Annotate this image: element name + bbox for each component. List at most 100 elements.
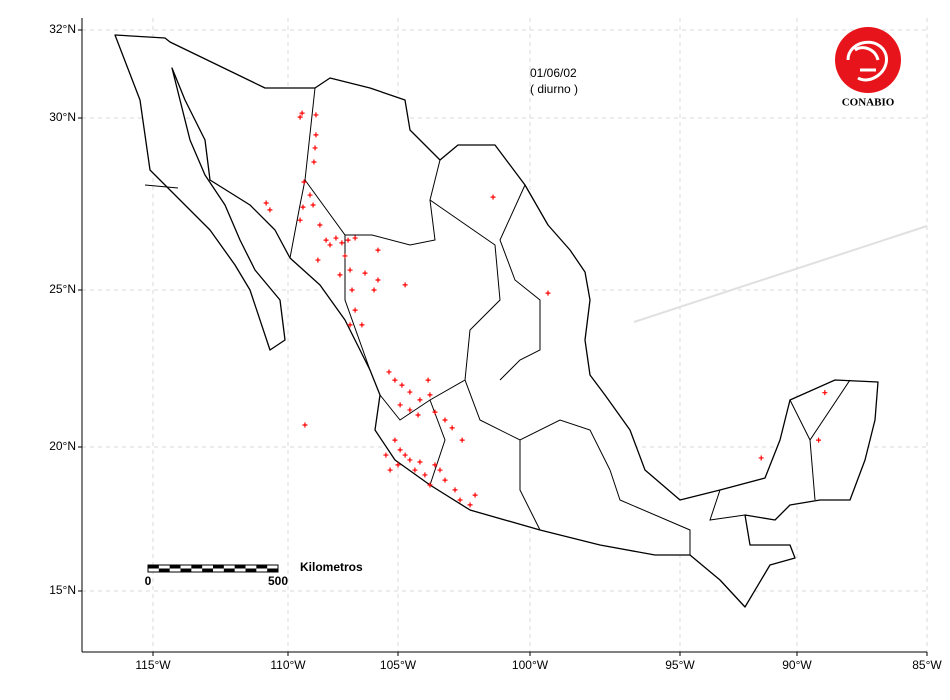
hotspot (412, 467, 418, 473)
scale-bar-cell (267, 568, 278, 572)
hotspot (301, 179, 307, 185)
logo-emblem (835, 27, 901, 93)
hotspot (399, 382, 405, 388)
mexico-outline (114, 34, 879, 608)
hotspot (395, 462, 401, 468)
y-tick-label: 32°N (49, 22, 76, 36)
x-tick-label: 115°W (135, 658, 171, 672)
hotspot (375, 277, 381, 283)
period-label: ( diurno ) (530, 82, 578, 96)
x-tick-label: 110°W (270, 658, 306, 672)
hotspot (310, 202, 316, 208)
scale-bar-cell (158, 568, 170, 572)
hotspot (311, 159, 317, 165)
hotspot (427, 392, 433, 398)
hotspot (299, 110, 305, 116)
hotspot (352, 235, 358, 241)
hotspot (297, 217, 303, 223)
state-border (289, 87, 316, 259)
date-label: 01/06/02 (530, 66, 577, 80)
hotspot (383, 452, 389, 458)
hotspot (417, 459, 423, 465)
hotspot (362, 270, 368, 276)
state-border (379, 199, 501, 421)
hotspot (263, 200, 269, 206)
hotspot (347, 322, 353, 328)
logo-figure (846, 40, 888, 82)
y-tick-label: 20°N (49, 439, 76, 453)
hotspot (313, 132, 319, 138)
state-border (144, 184, 179, 189)
hotspot (490, 194, 496, 200)
hotspot (317, 222, 323, 228)
state-border (709, 489, 746, 521)
hotspot (467, 502, 473, 508)
hotspot (307, 192, 313, 198)
hotspot (327, 242, 333, 248)
hotspot (437, 467, 443, 473)
hotspot (545, 290, 551, 296)
hotspot (345, 237, 351, 243)
scale-bar-cell (213, 565, 224, 569)
hotspot (349, 287, 355, 293)
scale-bar-unit: Kilometros (300, 560, 363, 574)
hotspot (402, 452, 408, 458)
x-tick-label: 90°W (782, 658, 812, 672)
state-borders (144, 87, 851, 555)
state-border (464, 379, 611, 471)
hotspot (449, 425, 455, 431)
scale-bar-cell (234, 565, 246, 569)
logo-text: CONABIO (842, 97, 895, 109)
hotspot (407, 407, 413, 413)
hotspot (457, 497, 463, 503)
hotspot (415, 412, 421, 418)
hotspot (452, 487, 458, 493)
logo: CONABIO (835, 27, 901, 109)
scale-bar-tick-label: 500 (268, 574, 288, 588)
hotspot (313, 112, 319, 118)
hotspot (472, 492, 478, 498)
y-tick-label: 25°N (49, 282, 76, 296)
scale-bar-cell (256, 565, 268, 569)
hotspot (397, 402, 403, 408)
hotspot (425, 377, 431, 383)
state-border (809, 439, 816, 501)
hotspot (407, 389, 413, 395)
hotspot (342, 253, 348, 259)
state-border (609, 469, 691, 555)
x-tick-label: 100°W (512, 658, 549, 672)
hotspot (422, 472, 428, 478)
hotspot (758, 455, 764, 461)
hotspot (397, 447, 403, 453)
hotspot (347, 267, 353, 273)
hotspot (407, 457, 413, 463)
hotspot (267, 207, 273, 213)
hotspot (386, 369, 392, 375)
hotspot (375, 247, 381, 253)
hotspot (371, 287, 377, 293)
hotspot (432, 462, 438, 468)
hotspot (333, 235, 339, 241)
hotspot (302, 422, 308, 428)
scale-bar-cell (191, 565, 203, 569)
hotspot (387, 467, 393, 473)
hotspot (392, 437, 398, 443)
scale-bar-cell (169, 565, 181, 569)
scale-bar-tick-label: 0 (145, 574, 152, 588)
scale-bar-cell (245, 568, 257, 572)
hotspot (442, 417, 448, 423)
scale-bar-cell (148, 565, 159, 569)
hotspot (359, 322, 365, 328)
scale-bar-cell (223, 568, 235, 572)
x-tick-label: 85°W (912, 658, 942, 672)
hotspot (459, 437, 465, 443)
hotspot (315, 257, 321, 263)
y-tick-label: 30°N (49, 110, 76, 124)
hotspot (297, 114, 303, 120)
hotspot (442, 477, 448, 483)
x-tick-label: 105°W (380, 658, 417, 672)
scale-bar-cell (202, 568, 213, 572)
hotspot (432, 409, 438, 415)
hotspot (417, 397, 423, 403)
